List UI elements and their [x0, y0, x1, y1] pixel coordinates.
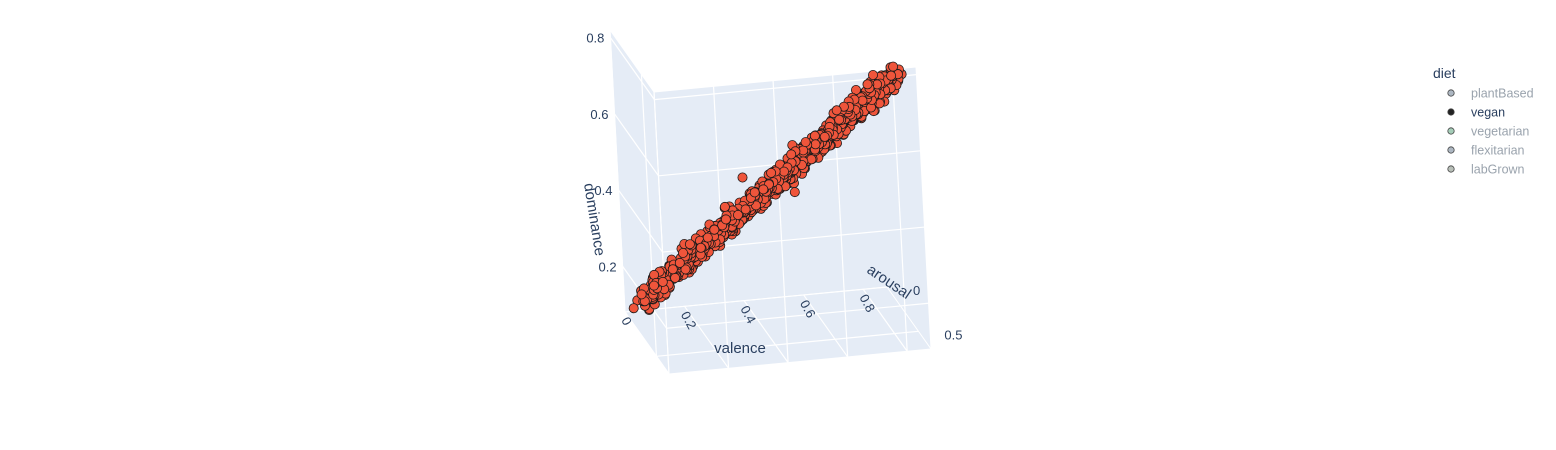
data-point: [786, 149, 797, 160]
grid-line-z: [613, 113, 659, 177]
grid-line-y: [609, 29, 626, 313]
grid-line-x: [653, 91, 670, 375]
data-point: [810, 139, 821, 150]
data-point: [657, 276, 668, 287]
data-point: [834, 114, 845, 125]
y-tick-label: 0: [913, 283, 920, 298]
y-axis-ticks: 00.5: [913, 283, 963, 342]
data-point: [740, 204, 751, 215]
x-tick-label: 0.2: [678, 309, 700, 332]
z-axis-ticks: 0.2 0.4 0.6 0.8: [586, 31, 616, 275]
legend-marker: [1447, 146, 1455, 154]
data-point: [868, 70, 879, 81]
legend-item-vegan[interactable]: vegan: [1447, 106, 1505, 120]
data-point: [636, 289, 647, 300]
legend: diet plantBased vegan vegetarian flexitaria…: [1433, 65, 1534, 177]
x-axis-title: valence: [714, 340, 766, 357]
data-point: [800, 137, 811, 148]
grid-line-x: [772, 80, 789, 363]
z-tick-label: 0.4: [594, 183, 612, 198]
grid-lines: [609, 29, 929, 375]
data-point: [749, 187, 760, 198]
data-point: [628, 303, 639, 314]
data-point: [667, 264, 678, 275]
legend-label: plantBased: [1471, 87, 1534, 101]
legend-marker: [1447, 127, 1455, 135]
x-tick-label: 0.6: [797, 297, 819, 320]
data-point: [720, 214, 731, 225]
z-tick-label: 0.8: [586, 31, 604, 46]
legend-item-labGrown[interactable]: labGrown: [1447, 163, 1525, 177]
grid-line-z: [609, 37, 655, 100]
data-point: [789, 187, 800, 198]
data-point: [719, 201, 730, 212]
grid-line-x: [743, 300, 789, 363]
data-point: [649, 280, 660, 291]
data-point: [888, 61, 899, 72]
legend-marker: [1447, 165, 1455, 173]
data-point: [680, 264, 691, 275]
grid-line-x: [624, 311, 670, 375]
data-point: [737, 172, 748, 183]
scene-3d[interactable]: [609, 28, 932, 376]
data-point: [766, 167, 777, 178]
data-points: [628, 61, 907, 315]
legend-items: plantBased vegan vegetarian flexitarian labG…: [1447, 87, 1534, 177]
data-point: [886, 70, 897, 81]
legend-title: diet: [1433, 65, 1456, 81]
legend-marker: [1447, 89, 1455, 97]
data-point: [702, 232, 713, 243]
grid-line-x: [862, 288, 908, 352]
legend-item-plantBased[interactable]: plantBased: [1447, 87, 1534, 101]
data-point: [809, 130, 820, 141]
legend-label: vegan: [1471, 106, 1505, 120]
legend-item-vegetarian[interactable]: vegetarian: [1447, 125, 1530, 139]
z-tick-label: 0.2: [598, 259, 616, 274]
data-point: [862, 79, 873, 90]
legend-label: vegetarian: [1471, 125, 1529, 139]
grid-line-y: [656, 330, 919, 357]
data-point: [695, 242, 706, 253]
grid-line-x: [803, 294, 849, 358]
x-tick-label: 0.4: [737, 303, 759, 326]
x-tick-label: 0.8: [857, 292, 879, 315]
data-point: [779, 166, 790, 177]
legend-marker: [1447, 108, 1455, 116]
data-point: [674, 257, 685, 268]
data-point: [758, 184, 769, 195]
y-tick-label: 0.5: [944, 327, 962, 342]
data-point: [733, 209, 744, 220]
grid-line-x: [684, 305, 730, 369]
data-point: [709, 224, 720, 235]
legend-label: flexitarian: [1471, 144, 1525, 158]
legend-label: labGrown: [1471, 163, 1525, 177]
data-point: [684, 239, 695, 250]
grid-line-x: [891, 69, 908, 352]
legend-item-flexitarian[interactable]: flexitarian: [1447, 144, 1525, 158]
data-point: [831, 105, 842, 116]
grid-line-z: [666, 302, 929, 329]
z-tick-label: 0.6: [590, 107, 608, 122]
grid-line-z: [618, 189, 664, 253]
x-tick-label: 0: [618, 314, 635, 327]
data-point: [819, 131, 830, 142]
data-point: [678, 247, 689, 258]
grid-line-y: [624, 286, 888, 313]
